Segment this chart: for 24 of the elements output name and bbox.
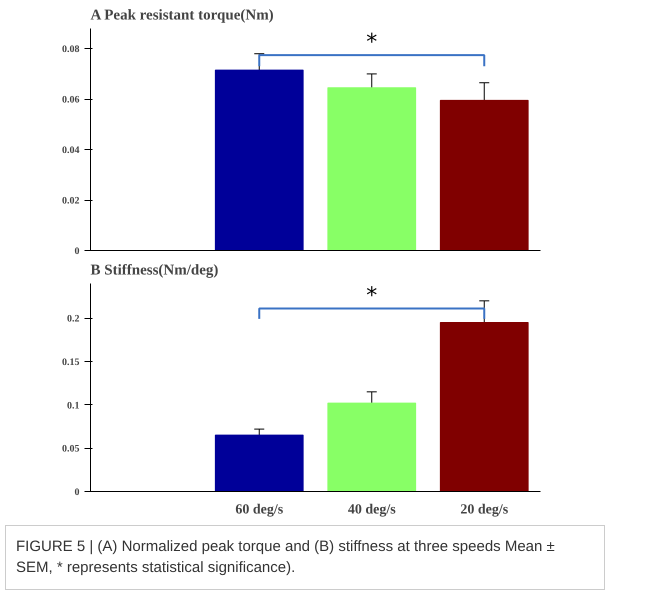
y-tick-label: 0.15 bbox=[62, 357, 80, 368]
bar bbox=[440, 322, 529, 492]
y-tick-label: 0.05 bbox=[62, 444, 80, 455]
annotation: * bbox=[366, 30, 378, 56]
caption: FIGURE 5 | (A) Normalized peak torque and (B) stiffness at three speeds Mean ± SEM, * represents statistical significance). bbox=[16, 537, 556, 578]
x-tick-label: 40 deg/s bbox=[348, 502, 396, 518]
annotation: * bbox=[366, 283, 378, 308]
bar bbox=[440, 100, 529, 250]
x-tick-label: 60 deg/s bbox=[235, 502, 284, 518]
bar bbox=[214, 70, 304, 250]
y-tick-label: 0.08 bbox=[62, 44, 80, 56]
bar bbox=[214, 434, 304, 492]
y-tick-label: 0.06 bbox=[62, 94, 80, 106]
chart-title: B Stiffness(Nm/deg) bbox=[90, 262, 218, 278]
bar bbox=[327, 87, 416, 250]
y-tick-label: 0 bbox=[74, 487, 80, 498]
y-tick-label: 0.04 bbox=[62, 145, 80, 156]
y-tick-label: 0.2 bbox=[67, 314, 80, 325]
y-tick-label: 0.02 bbox=[62, 196, 80, 207]
y-tick-label: 0.1 bbox=[67, 400, 80, 412]
x-tick-label: 20 deg/s bbox=[460, 502, 509, 518]
chart-title: A Peak resistant torque(Nm) bbox=[90, 8, 274, 24]
bar bbox=[327, 402, 416, 492]
y-tick-label: 0 bbox=[74, 246, 80, 257]
